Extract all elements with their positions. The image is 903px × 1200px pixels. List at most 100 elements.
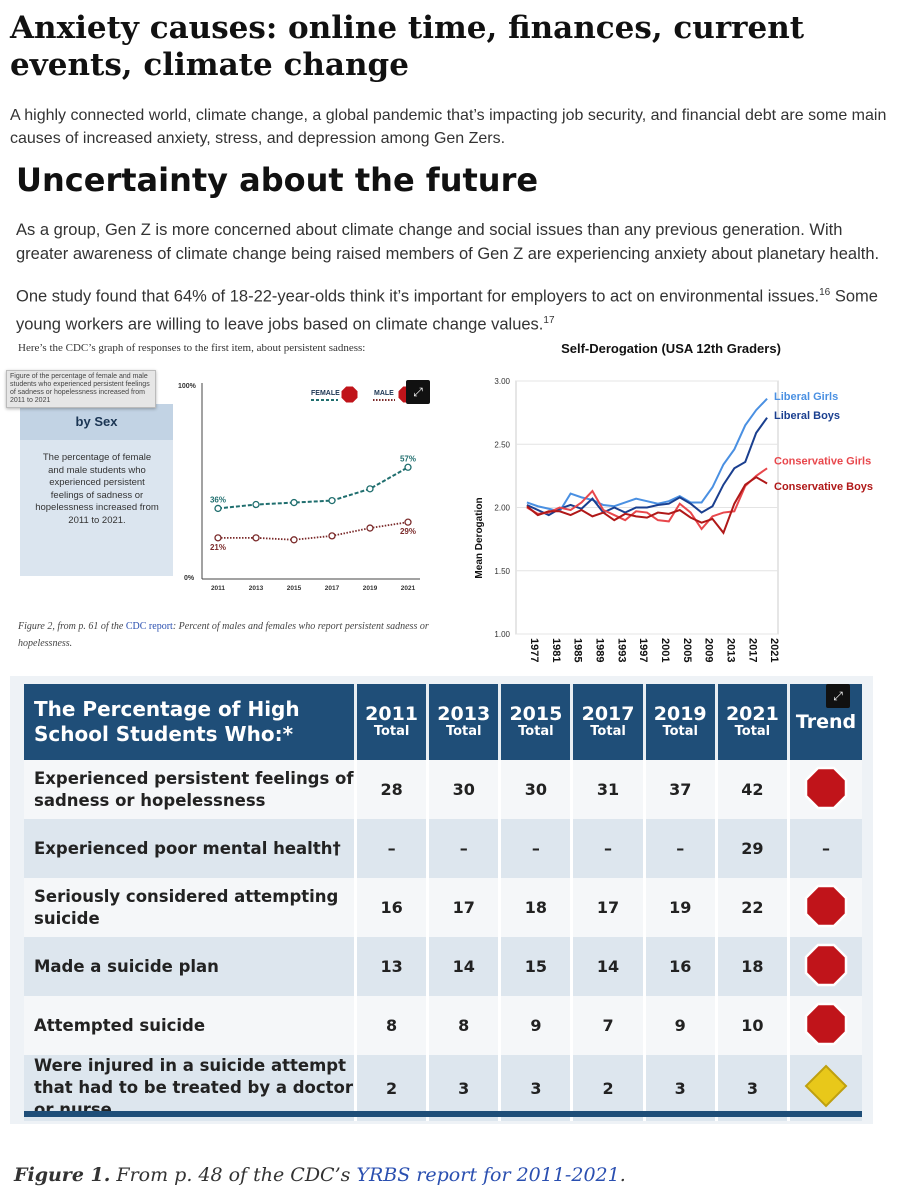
year-label: 2019 [653, 703, 707, 725]
yrbs-table: The Percentage of High School Students W… [24, 684, 862, 1121]
figure2-caption-prefix: Figure 2, from p. 61 of the [18, 621, 126, 632]
cell-value: 30 [426, 760, 500, 819]
cdc-report-link[interactable]: CDC report [125, 621, 173, 632]
x-tick-label: 1997 [637, 638, 649, 662]
total-label: Total [590, 724, 626, 739]
y-bottom-label: 0% [184, 575, 195, 582]
article-heading: Anxiety causes: online time, finances, c… [10, 10, 805, 83]
figure1-caption: Figure 1. From p. 48 of the CDC’s YRBS r… [14, 1164, 626, 1186]
series-line-liberal-girls [526, 398, 768, 513]
cell-value: 10 [714, 996, 789, 1055]
section-heading: Uncertainty about the future [16, 161, 539, 199]
cell-value: 17 [426, 878, 500, 937]
row-label: Were injured in a suicide attempt that h… [24, 1055, 356, 1121]
series-line-liberal-boys [526, 417, 768, 517]
x-tick-label: 1977 [528, 638, 540, 662]
cell-value: 16 [353, 878, 428, 937]
cell-value: 14 [570, 937, 645, 996]
header-year-2011: 2011 Total [353, 684, 428, 760]
cell-value: – [426, 819, 500, 878]
footnote-17[interactable]: 17 [543, 314, 555, 326]
data-label: 57% [400, 454, 416, 463]
series-line-male [218, 521, 409, 541]
yrbs-report-link[interactable]: YRBS report for 2011-2021 [356, 1164, 620, 1186]
header-year-2019: 2019 Total [642, 684, 717, 760]
table-bottom-bar [24, 1111, 862, 1117]
cell-value: 3 [426, 1055, 500, 1121]
expand-icon[interactable]: ⤢ [406, 380, 430, 404]
self-derogation-chart: Self-Derogation (USA 12th Graders) Mean … [474, 341, 873, 662]
data-point [252, 500, 260, 509]
table-row: Experienced poor mental health† – – – – –29– [24, 819, 862, 878]
cell-value: 16 [642, 937, 717, 996]
red-stop-sign-icon [804, 943, 848, 986]
trend-cell [787, 937, 862, 996]
figure1-label: Figure 1. [14, 1164, 111, 1186]
sex-panel: by Sex The percentage of female and male… [20, 404, 173, 576]
header-year-2017: 2017 Total [570, 684, 645, 760]
x-tick-label: 1985 [572, 638, 584, 662]
y-top-label: 100% [178, 383, 197, 390]
table-expand-icon[interactable]: ⤢ [826, 684, 850, 708]
panel-title: by Sex [20, 404, 173, 440]
header-year-2015: 2015 Total [498, 684, 572, 760]
data-point [290, 536, 298, 544]
cell-value: 42 [714, 760, 789, 819]
study-paragraph: One study found that 64% of 18-22-year-o… [16, 281, 896, 336]
data-point [366, 524, 374, 532]
x-tick-label: 2013 [724, 638, 736, 662]
trend-cell [787, 878, 862, 937]
data-label: 29% [400, 527, 416, 536]
cell-value: 3 [498, 1055, 572, 1121]
trend-cell [787, 996, 862, 1055]
cell-value: 18 [498, 878, 572, 937]
data-point [214, 534, 222, 542]
row-label: Experienced persistent feelings of sadne… [24, 760, 356, 819]
year-label: 2015 [509, 703, 563, 725]
figure-tooltip: Figure of the percentage of female and m… [6, 370, 156, 408]
figure2-caption: Figure 2, from p. 61 of the CDC report: … [18, 618, 438, 652]
y-tick-label: 2.00 [494, 504, 510, 513]
study-text-2: Some young workers are willing to leave … [16, 287, 878, 334]
trend-cell: – [787, 819, 862, 878]
cell-value: 30 [498, 760, 572, 819]
series-label: Liberal Boys [774, 410, 840, 422]
table-header-label: The Percentage of High School Students W… [24, 684, 356, 760]
cell-value: 9 [498, 996, 572, 1055]
x-tick-label: 2017 [325, 585, 340, 592]
data-point [404, 518, 412, 526]
series-label: Conservative Girls [774, 456, 871, 468]
cell-value: 14 [426, 937, 500, 996]
row-label: Attempted suicide [24, 996, 356, 1055]
data-point [214, 504, 222, 513]
trend-cell [787, 760, 862, 819]
y-tick-label: 3.00 [494, 377, 510, 386]
data-point [252, 534, 260, 542]
yellow-diamond-icon [804, 1064, 848, 1108]
cell-value: 19 [642, 878, 717, 937]
x-tick-label: 1993 [615, 638, 627, 662]
header-year-2013: 2013 Total [426, 684, 500, 760]
table-row: Made a suicide plan 13 14 15 14 16 18 [24, 937, 862, 996]
study-text: One study found that 64% of 18-22-year-o… [16, 287, 820, 306]
x-tick-label: 1981 [550, 638, 562, 662]
cell-value: 28 [353, 760, 428, 819]
red-stop-sign-icon [804, 1002, 848, 1045]
cdc-caption: Here’s the CDC’s graph of responses to t… [18, 342, 366, 354]
x-tick-label: 1989 [593, 638, 605, 662]
year-label: 2011 [365, 703, 419, 725]
x-tick-label: 2001 [659, 638, 671, 662]
row-label: Seriously considered attempting suicide [24, 878, 356, 937]
cell-value: 22 [714, 878, 789, 937]
series-line-conservative-boys [526, 475, 768, 535]
cell-value: – [353, 819, 428, 878]
data-point [290, 498, 298, 507]
sd-chart-title: Self-Derogation (USA 12th Graders) [561, 341, 781, 356]
data-point [366, 485, 374, 493]
x-tick-label: 2005 [681, 638, 693, 662]
year-label: 2021 [725, 703, 779, 725]
x-tick-label: 2013 [249, 585, 264, 592]
y-tick-label: 2.50 [494, 440, 510, 449]
cell-value: 15 [498, 937, 572, 996]
footnote-16[interactable]: 16 [819, 287, 831, 298]
